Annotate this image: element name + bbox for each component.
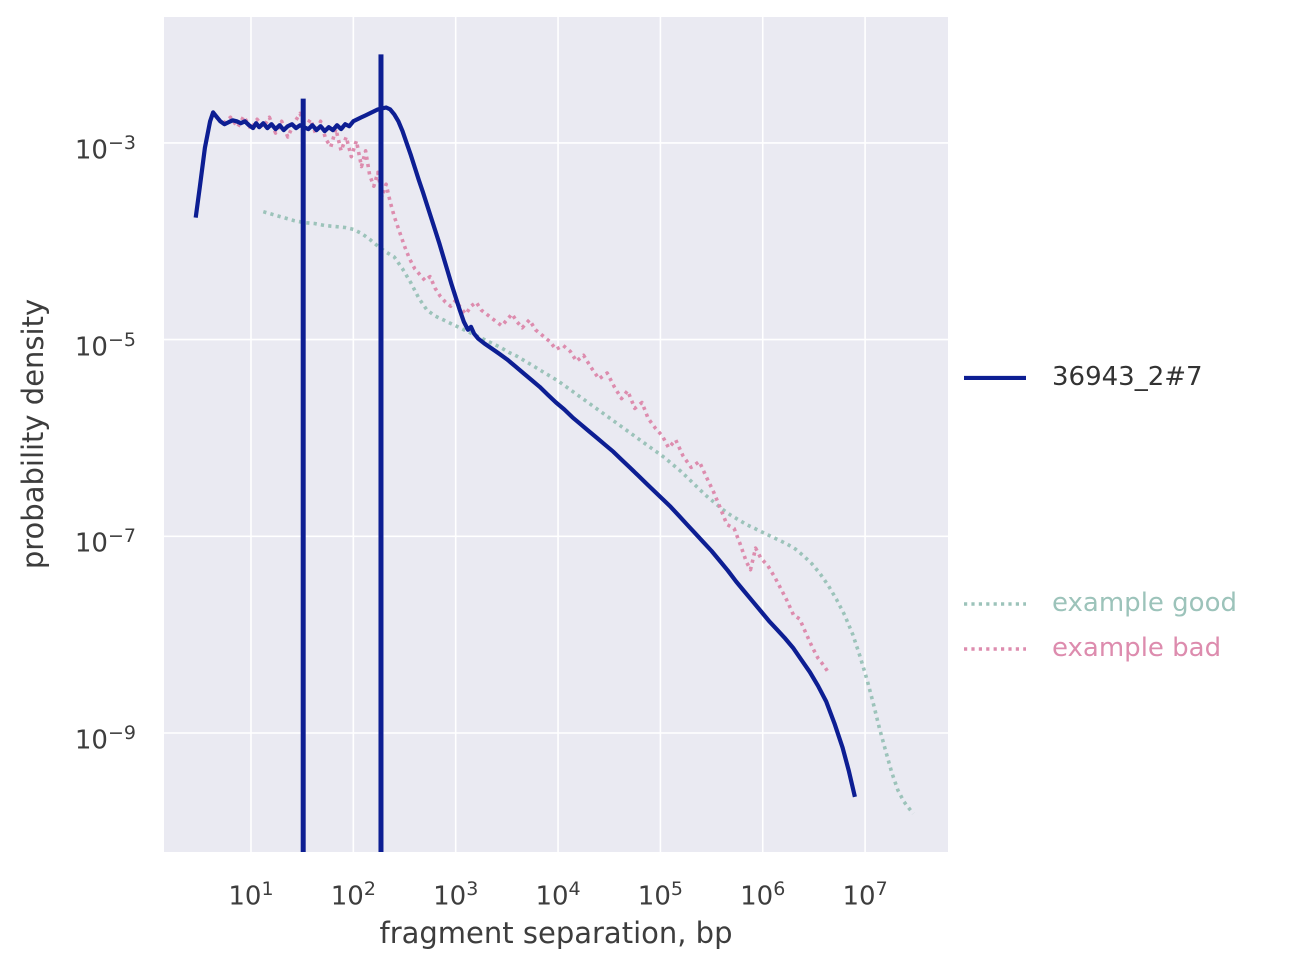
x-axis-label: fragment separation, bp	[379, 916, 733, 950]
plot-background	[164, 17, 948, 852]
legend-examples: example good example bad	[962, 580, 1237, 670]
x-tick-10e2: 102	[330, 878, 376, 912]
example-good-series	[262, 209, 915, 815]
legend-label-sample: 36943_2#7	[1052, 361, 1203, 392]
sample-series	[193, 105, 857, 798]
legend-line-sample-example-good	[964, 601, 1026, 606]
y-tick-10e−9: 10−9	[74, 721, 136, 756]
legend-line-sample-example-bad	[964, 646, 1026, 651]
x-tick-10e7: 107	[842, 878, 888, 912]
x-tick-10e4: 104	[535, 878, 581, 912]
y-axis-label: probability density	[16, 298, 50, 570]
legend-label-example-bad: example bad	[1052, 632, 1222, 663]
y-tick-10e−3: 10−3	[74, 131, 136, 166]
y-tick-10e−5: 10−5	[74, 328, 136, 363]
legend-row-example-bad: example bad	[962, 625, 1237, 670]
legend-row-sample: 36943_2#7	[962, 354, 1203, 399]
y-tick-10e−7: 10−7	[74, 525, 136, 559]
x-tick-10e1: 101	[228, 878, 274, 912]
legend-primary: 36943_2#7	[962, 354, 1203, 399]
legend-row-example-good: example good	[962, 580, 1237, 625]
legend-label-example-good: example good	[1052, 587, 1237, 618]
legend-line-sample-sample	[964, 375, 1026, 380]
example-bad-series	[222, 111, 831, 675]
x-tick-10e5: 105	[637, 878, 683, 912]
x-tick-10e3: 103	[433, 878, 479, 912]
x-tick-10e6: 106	[740, 878, 786, 912]
